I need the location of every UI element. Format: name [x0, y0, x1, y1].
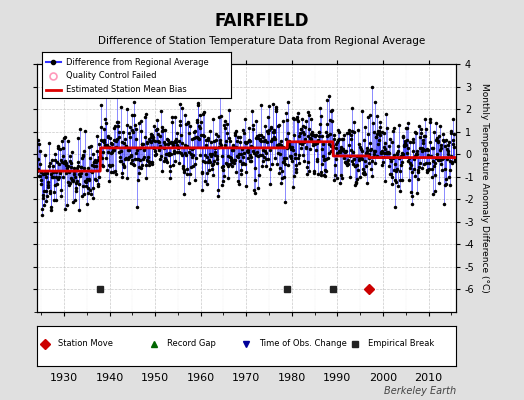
Text: 1950: 1950: [141, 374, 169, 383]
Y-axis label: Monthly Temperature Anomaly Difference (°C): Monthly Temperature Anomaly Difference (…: [479, 83, 488, 293]
Text: 2010: 2010: [414, 374, 443, 383]
Text: 1990: 1990: [323, 374, 352, 383]
Text: Station Move: Station Move: [58, 340, 113, 348]
Text: FAIRFIELD: FAIRFIELD: [215, 12, 309, 30]
Text: 1930: 1930: [50, 374, 78, 383]
Text: 1960: 1960: [187, 374, 215, 383]
Text: 1980: 1980: [278, 374, 306, 383]
Text: Time of Obs. Change: Time of Obs. Change: [259, 340, 347, 348]
Text: Difference from Regional Average: Difference from Regional Average: [67, 58, 209, 67]
Text: Difference of Station Temperature Data from Regional Average: Difference of Station Temperature Data f…: [99, 36, 425, 46]
Text: Empirical Break: Empirical Break: [368, 340, 434, 348]
Text: 1970: 1970: [232, 374, 260, 383]
Text: Record Gap: Record Gap: [167, 340, 215, 348]
Text: Estimated Station Mean Bias: Estimated Station Mean Bias: [67, 85, 187, 94]
Text: 2000: 2000: [369, 374, 397, 383]
Text: 1940: 1940: [95, 374, 124, 383]
Text: Quality Control Failed: Quality Control Failed: [67, 72, 157, 80]
Text: Berkeley Earth: Berkeley Earth: [384, 386, 456, 396]
